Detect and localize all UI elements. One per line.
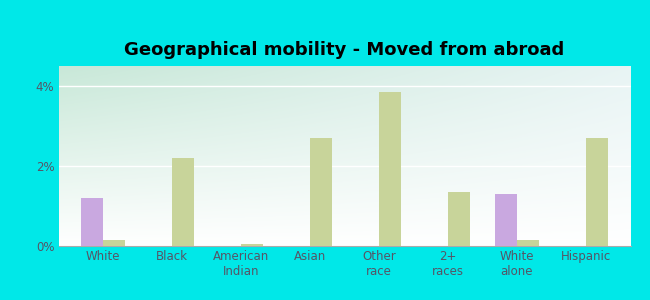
Title: Geographical mobility - Moved from abroad: Geographical mobility - Moved from abroa… — [124, 41, 565, 59]
Bar — [495, 194, 517, 246]
Bar — [81, 198, 103, 246]
Bar — [241, 244, 263, 246]
Bar — [517, 240, 539, 246]
Bar — [172, 158, 194, 246]
Bar — [103, 240, 125, 246]
Bar — [379, 92, 401, 246]
Bar — [310, 138, 332, 246]
Bar — [448, 192, 470, 246]
Bar — [586, 138, 608, 246]
